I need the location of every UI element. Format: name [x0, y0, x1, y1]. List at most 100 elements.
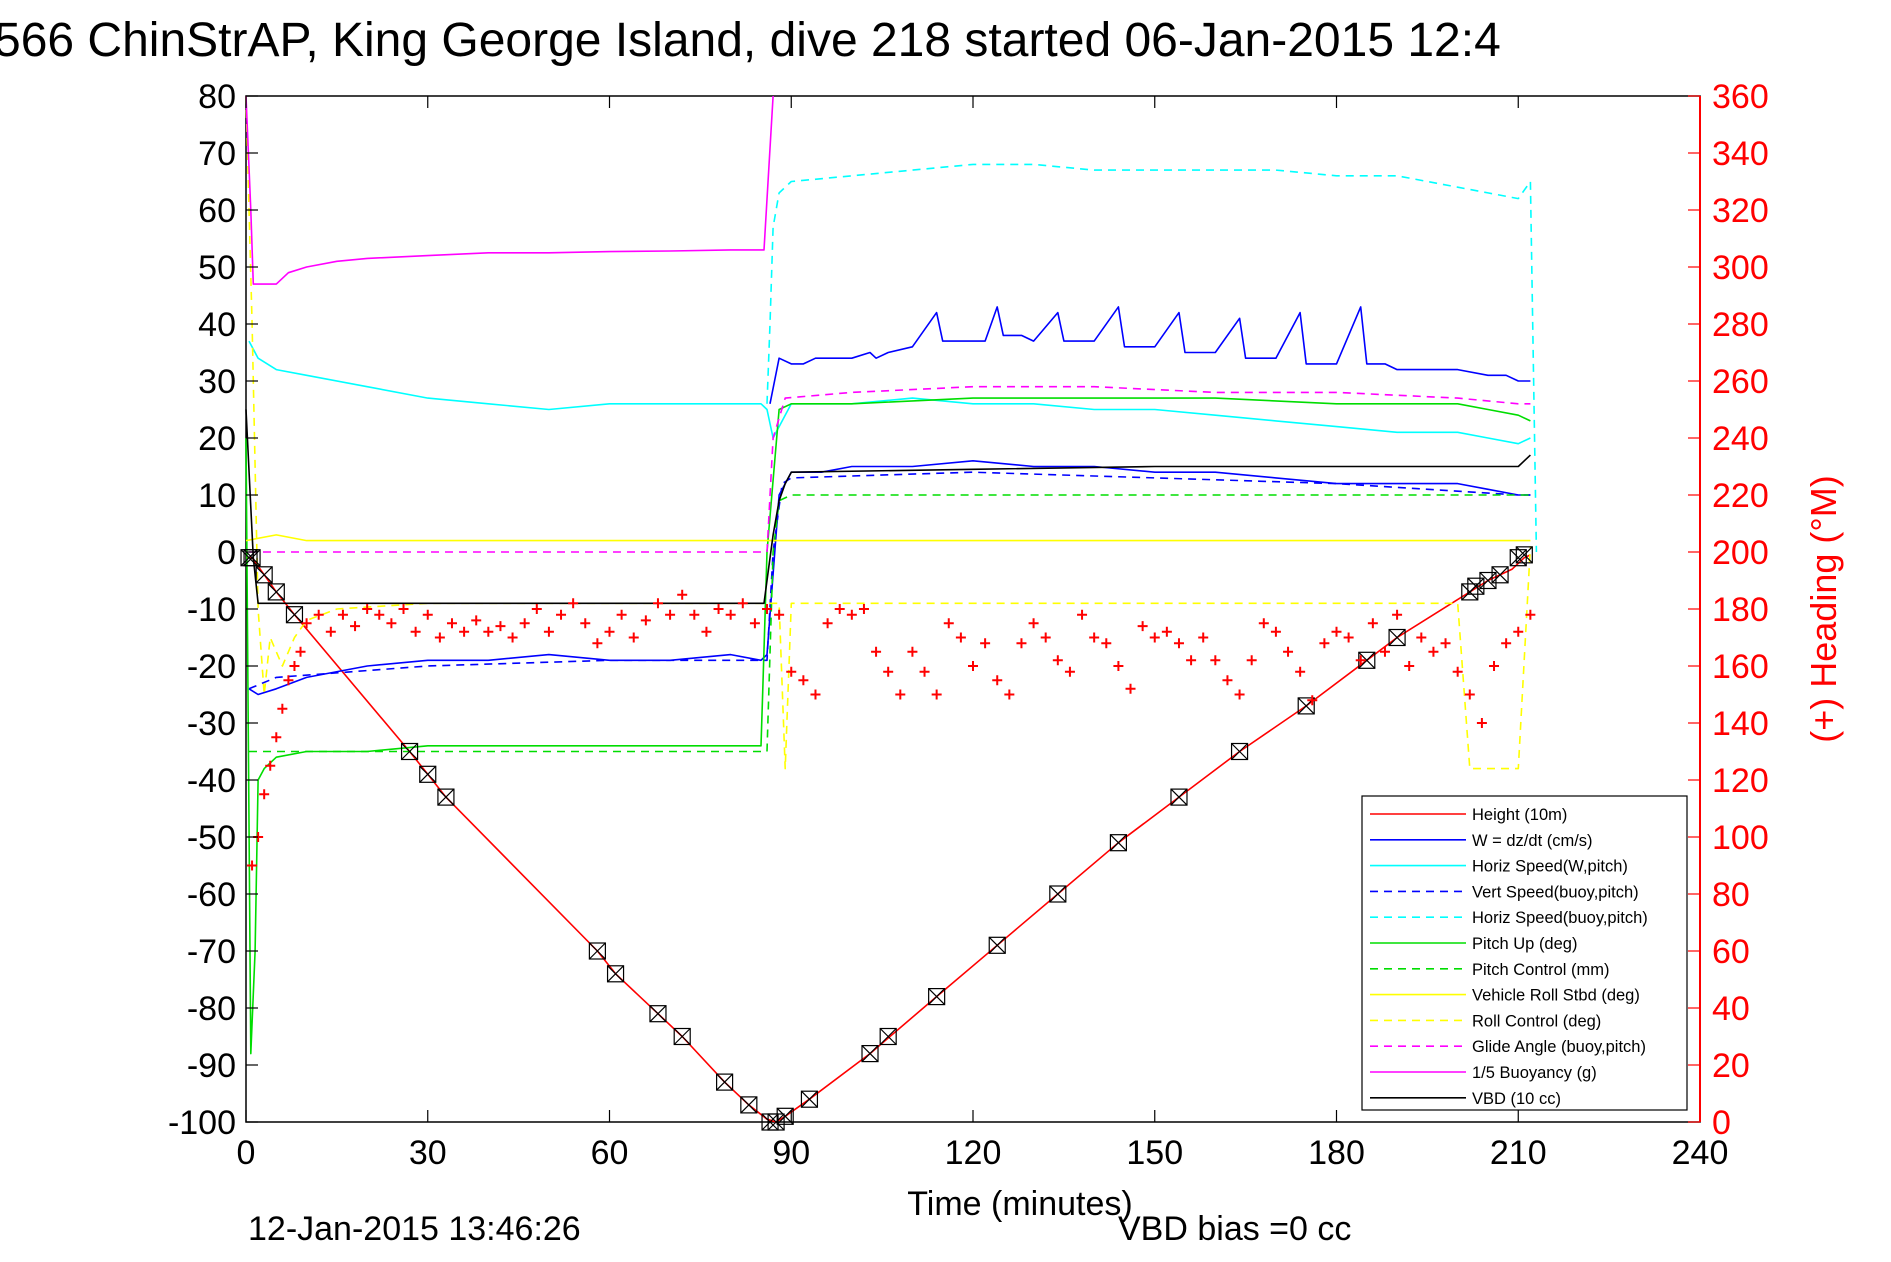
- x-axis-label: Time (minutes): [907, 1185, 1132, 1223]
- heading-point: [1198, 632, 1209, 643]
- y2-tick-label: 0: [1712, 1104, 1731, 1142]
- heading-point: [968, 661, 978, 671]
- heading-point: [337, 609, 348, 620]
- height-marker: [1230, 742, 1249, 761]
- y-axis-right: 3603403203002802602402202001801601401201…: [1688, 78, 1769, 1142]
- heading-point: [749, 618, 760, 629]
- heading-point: [689, 609, 700, 620]
- legend: Height (10m) W = dz/dt (cm/s) Horiz Speed(…: [1361, 795, 1688, 1111]
- x-tick-label: 30: [409, 1134, 447, 1172]
- y2-tick-label: 360: [1712, 78, 1769, 116]
- heading-point: [422, 609, 433, 620]
- heading-point: [871, 646, 882, 657]
- series-w-spikes-cm-s: [769, 306, 1531, 404]
- height-marker: [606, 965, 625, 983]
- height-marker: [1515, 546, 1533, 564]
- heading-point: [386, 618, 397, 629]
- heading-point: [895, 689, 906, 700]
- heading-layer: [247, 589, 1536, 871]
- y2-tick-label: 100: [1712, 819, 1769, 857]
- y-tick-label: 30: [198, 363, 236, 401]
- heading-point: [774, 609, 785, 620]
- legend-label: 1/5 Buoyancy (g): [1472, 1064, 1597, 1082]
- series-pitch-control-mm: [249, 494, 1531, 753]
- y-tick-label: 80: [198, 78, 236, 116]
- height-marker: [1049, 885, 1067, 903]
- heading-point: [1222, 675, 1233, 686]
- heading-point: [1101, 638, 1112, 649]
- x-tick-label: 0: [237, 1134, 256, 1172]
- heading-point: [737, 598, 748, 609]
- series-horiz-speed-buoy-pitch: [766, 163, 1538, 553]
- height-marker: [673, 1027, 691, 1046]
- heading-point: [943, 618, 954, 629]
- height-marker: [267, 583, 285, 601]
- heading-point: [1513, 626, 1524, 637]
- height-marker: [1109, 834, 1128, 852]
- heading-point: [259, 789, 270, 800]
- heading-point: [786, 666, 797, 677]
- heading-point: [277, 703, 288, 714]
- heading-point: [1331, 626, 1342, 637]
- y-tick-label: -100: [168, 1104, 236, 1142]
- height-marker: [776, 1107, 794, 1125]
- heading-point: [640, 615, 651, 626]
- x-tick-label: 60: [591, 1134, 629, 1172]
- y-tick-label: 20: [198, 420, 236, 458]
- series-1-5-buoyancy-g: [245, 95, 774, 285]
- heading-point: [992, 675, 1003, 686]
- heading-point: [362, 604, 373, 614]
- heading-point: [810, 689, 821, 700]
- heading-point: [1270, 626, 1281, 637]
- heading-point: [919, 666, 930, 677]
- heading-point: [907, 646, 918, 657]
- heading-point: [955, 632, 966, 643]
- height-marker: [988, 936, 1006, 954]
- y2-tick-label: 320: [1712, 192, 1769, 230]
- heading-point: [1125, 683, 1136, 694]
- x-tick-label: 150: [1126, 1134, 1183, 1172]
- x-tick-label: 240: [1672, 1134, 1729, 1172]
- heading-point: [283, 675, 294, 686]
- heading-point: [1173, 638, 1184, 649]
- heading-point: [846, 609, 857, 620]
- y2-axis-label: (+) Heading (°M): [1803, 475, 1844, 742]
- heading-point: [289, 661, 300, 671]
- height-marker: [437, 788, 455, 806]
- series-vehicle-roll-stbd-deg: [245, 534, 1531, 542]
- y2-tick-label: 160: [1712, 648, 1769, 686]
- x-axis: 0 30 60 90 120 150 180 210 240: [237, 96, 1729, 1172]
- heading-point: [325, 626, 336, 637]
- heading-point: [1258, 618, 1269, 629]
- heading-point: [1077, 609, 1088, 620]
- heading-point: [616, 609, 627, 620]
- heading-point: [374, 609, 385, 620]
- heading-point: [350, 621, 361, 632]
- heading-point: [1210, 655, 1221, 666]
- y-tick-label: -60: [187, 876, 236, 914]
- vbd-bias-note: VBD bias =0 cc: [1118, 1210, 1351, 1248]
- heading-point: [931, 689, 942, 700]
- heading-point: [713, 604, 724, 614]
- heading-point: [483, 626, 494, 637]
- legend-label: W = dz/dt (cm/s): [1472, 832, 1593, 850]
- heading-point: [1295, 666, 1306, 677]
- heading-point: [1089, 632, 1100, 643]
- legend-label: VBD (10 cc): [1472, 1090, 1561, 1108]
- heading-point: [725, 609, 736, 620]
- heading-point: [834, 604, 845, 614]
- heading-point: [1452, 666, 1463, 677]
- heading-point: [1307, 695, 1318, 706]
- legend-label: Vehicle Roll Stbd (deg): [1472, 987, 1640, 1005]
- y-tick-label: -80: [187, 990, 236, 1028]
- legend-label: Horiz Speed(buoy,pitch): [1472, 909, 1648, 927]
- heading-point: [1379, 646, 1390, 657]
- height-marker: [716, 1073, 734, 1091]
- y2-tick-label: 180: [1712, 591, 1769, 629]
- heading-point: [677, 589, 688, 600]
- y-tick-label: -70: [187, 933, 236, 971]
- heading-point: [883, 666, 894, 677]
- heading-point: [519, 618, 530, 629]
- heading-point: [1234, 689, 1245, 700]
- marker-layer: [240, 546, 1533, 1131]
